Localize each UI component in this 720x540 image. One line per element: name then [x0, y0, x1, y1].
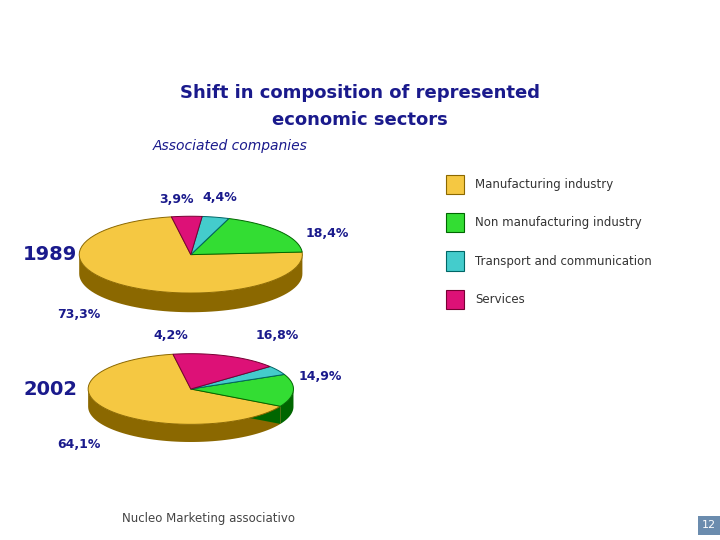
Polygon shape	[191, 367, 284, 389]
Text: Non manufacturing industry: Non manufacturing industry	[475, 216, 642, 229]
Text: CONFINDUSTRIA: CONFINDUSTRIA	[228, 29, 420, 49]
Polygon shape	[191, 217, 229, 255]
Polygon shape	[173, 354, 270, 389]
Text: 73,3%: 73,3%	[58, 308, 101, 321]
Bar	[446, 213, 464, 232]
Polygon shape	[191, 219, 302, 255]
Text: 64,1%: 64,1%	[58, 438, 101, 451]
Text: 3,9%: 3,9%	[159, 193, 194, 206]
Text: Shift in composition of represented: Shift in composition of represented	[180, 84, 540, 102]
Polygon shape	[171, 216, 202, 255]
Text: Manufacturing industry: Manufacturing industry	[475, 178, 613, 191]
Text: 4,4%: 4,4%	[202, 191, 237, 204]
Text: Services: Services	[475, 293, 525, 306]
Polygon shape	[88, 389, 280, 442]
Text: Transport and communication: Transport and communication	[475, 254, 652, 267]
Text: 1989: 1989	[23, 245, 78, 264]
Polygon shape	[88, 354, 280, 424]
Bar	[446, 290, 464, 309]
Bar	[446, 252, 464, 271]
Polygon shape	[191, 389, 280, 424]
Bar	[446, 174, 464, 194]
Text: 18,4%: 18,4%	[306, 227, 349, 240]
Polygon shape	[191, 389, 280, 424]
Text: 2002: 2002	[24, 380, 78, 399]
Polygon shape	[79, 217, 302, 293]
Text: 16,8%: 16,8%	[256, 329, 299, 342]
Text: 12: 12	[702, 521, 716, 530]
Text: 14,9%: 14,9%	[299, 370, 342, 383]
Text: 4,2%: 4,2%	[153, 329, 188, 342]
Polygon shape	[191, 374, 294, 406]
Text: Nucleo Marketing associativo: Nucleo Marketing associativo	[122, 511, 295, 525]
Text: economic sectors: economic sectors	[272, 111, 448, 129]
Text: Associated companies: Associated companies	[153, 139, 308, 153]
Polygon shape	[79, 255, 302, 312]
Polygon shape	[280, 389, 294, 424]
